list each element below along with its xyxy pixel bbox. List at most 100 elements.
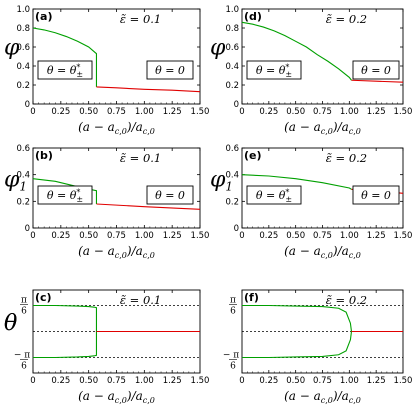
x-tick-label: 1.25 — [163, 376, 182, 386]
y-tick-label: 0.6 — [225, 144, 239, 154]
label-theta-zero: θ = 0 — [155, 64, 185, 77]
epsilon-annotation: ε̃ = 0.2 — [326, 12, 367, 26]
x-tick-label: 0 — [239, 231, 244, 241]
panel-letter: (c) — [35, 291, 52, 304]
y-tick-label-neg-pi: − π — [14, 351, 30, 361]
x-tick-label: 1.00 — [340, 376, 359, 386]
series-green — [32, 27, 98, 87]
y-tick-label-pi: π — [21, 295, 27, 305]
label-theta-star: θ = θ* ± — [256, 188, 292, 204]
x-axis-label: (a − ac,0)/ac,0 — [284, 389, 361, 405]
y-tick-label-neg-pi: − π — [223, 351, 239, 361]
x-tick-label: 1.50 — [394, 231, 413, 241]
panel-b: 0 0.25 0.50 0.75 1.00 1.25 1.50 0 0.2 0.4 0.6 (b) ε̃… — [4, 144, 209, 260]
series-red — [351, 79, 404, 83]
y-tick-label: 0.4 — [16, 62, 30, 72]
y-tick-label-six: 6 — [230, 306, 236, 316]
x-tick-label: 1.00 — [340, 107, 359, 117]
y-tick-label: 0.6 — [16, 144, 30, 154]
x-tick-label: 1.25 — [367, 376, 386, 386]
panel-e: 0 0.25 0.50 0.75 1.00 1.25 1.50 0 0.2 0.4 0.6 (e) ε̃… — [210, 144, 412, 260]
label-theta-zero: θ = 0 — [361, 64, 391, 77]
x-tick-label: 1.25 — [367, 231, 386, 241]
label-theta-star-box — [246, 60, 302, 80]
x-tick-label: 1.00 — [135, 231, 154, 241]
y-axis-label: φ — [210, 36, 226, 61]
x-tick-label: 1.25 — [163, 107, 182, 117]
y-tick-label: 1.0 — [16, 5, 30, 15]
series-green — [241, 174, 352, 190]
x-axis-label: (a − ac,0)/ac,0 — [284, 120, 361, 136]
x-tick-label: 0 — [30, 107, 35, 117]
x-tick-label: 0.50 — [286, 231, 305, 241]
x-tick-label: 1.50 — [191, 376, 210, 386]
x-tick-label: 0.75 — [107, 376, 126, 386]
y-tick-label: 0.6 — [225, 43, 239, 53]
label-theta-zero-box — [146, 60, 194, 80]
y-tick-label-six: 6 — [21, 306, 27, 316]
y-tick-label: 1.0 — [225, 5, 239, 15]
epsilon-annotation: ε̃ = 0.2 — [326, 293, 367, 307]
x-tick-label: 1.25 — [367, 107, 386, 117]
label-theta-zero: θ = 0 — [155, 189, 185, 202]
x-tick-label: 0.25 — [259, 376, 278, 386]
x-tick-label: 0.25 — [51, 376, 70, 386]
panel-letter: (d) — [244, 10, 262, 23]
y-tick-label: 0.6 — [16, 43, 30, 53]
label-theta-zero: θ = 0 — [361, 189, 391, 202]
y-tick-label: 0.4 — [225, 171, 239, 181]
x-axis-label: (a − ac,0)/ac,0 — [284, 244, 361, 260]
x-tick-label: 0 — [239, 107, 244, 117]
label-theta-star-box — [37, 185, 93, 205]
y-tick-label: 0.4 — [225, 62, 239, 72]
y-axis-label: φ1 — [4, 167, 27, 193]
panel-d: 0 0.25 0.50 0.75 1.00 1.25 1.50 0 0.2 0.4 0.6 0.8 1.… — [210, 5, 412, 136]
x-tick-label: 1.00 — [135, 107, 154, 117]
label-theta-star: θ = θ* ± — [47, 63, 83, 79]
series-red — [96, 86, 201, 93]
label-theta-star-box — [246, 185, 302, 205]
label-theta-star: θ = θ* ± — [256, 63, 292, 79]
x-tick-label: 0 — [30, 231, 35, 241]
x-tick-label: 0.25 — [259, 231, 278, 241]
x-tick-label: 0.75 — [313, 231, 332, 241]
y-tick-label-pi: π — [230, 295, 236, 305]
y-tick-label: 0.4 — [16, 171, 30, 181]
y-axis-label: φ1 — [210, 167, 233, 193]
label-theta-star-box — [37, 60, 93, 80]
y-tick-label: 0.2 — [16, 197, 30, 207]
x-axis-label: (a − ac,0)/ac,0 — [78, 120, 155, 136]
y-tick-label: 0 — [234, 224, 239, 234]
x-tick-label: 0.75 — [313, 107, 332, 117]
y-tick-label-six: 6 — [21, 362, 27, 372]
x-tick-label: 0.50 — [79, 376, 98, 386]
plot-frame — [32, 8, 201, 105]
plot-frame — [241, 8, 404, 105]
y-tick-label-six: 6 — [230, 362, 236, 372]
y-tick-label: 0 — [234, 100, 239, 110]
y-tick-label: 0.2 — [225, 197, 239, 207]
label-theta-zero-box — [352, 60, 400, 80]
x-tick-label: 1.50 — [394, 107, 413, 117]
x-tick-label: 0.50 — [79, 231, 98, 241]
x-tick-label: 0.25 — [51, 231, 70, 241]
x-tick-label: 0.50 — [286, 376, 305, 386]
x-tick-label: 1.50 — [191, 231, 210, 241]
x-tick-label: 0.50 — [79, 107, 98, 117]
x-tick-label: 1.00 — [340, 231, 359, 241]
x-tick-label: 1.25 — [163, 231, 182, 241]
x-tick-label: 1.50 — [394, 376, 413, 386]
series-red — [96, 203, 201, 210]
y-axis-label: θ — [4, 311, 17, 336]
x-tick-label: 0.25 — [51, 107, 70, 117]
x-tick-label: 1.00 — [135, 376, 154, 386]
y-tick-label: 0.2 — [225, 81, 239, 91]
y-tick-label: 0.8 — [225, 24, 239, 34]
label-theta-zero-box — [146, 185, 194, 205]
x-tick-label: 0 — [30, 376, 35, 386]
epsilon-annotation: ε̃ = 0.1 — [120, 12, 161, 26]
panel-letter: (a) — [35, 10, 52, 23]
